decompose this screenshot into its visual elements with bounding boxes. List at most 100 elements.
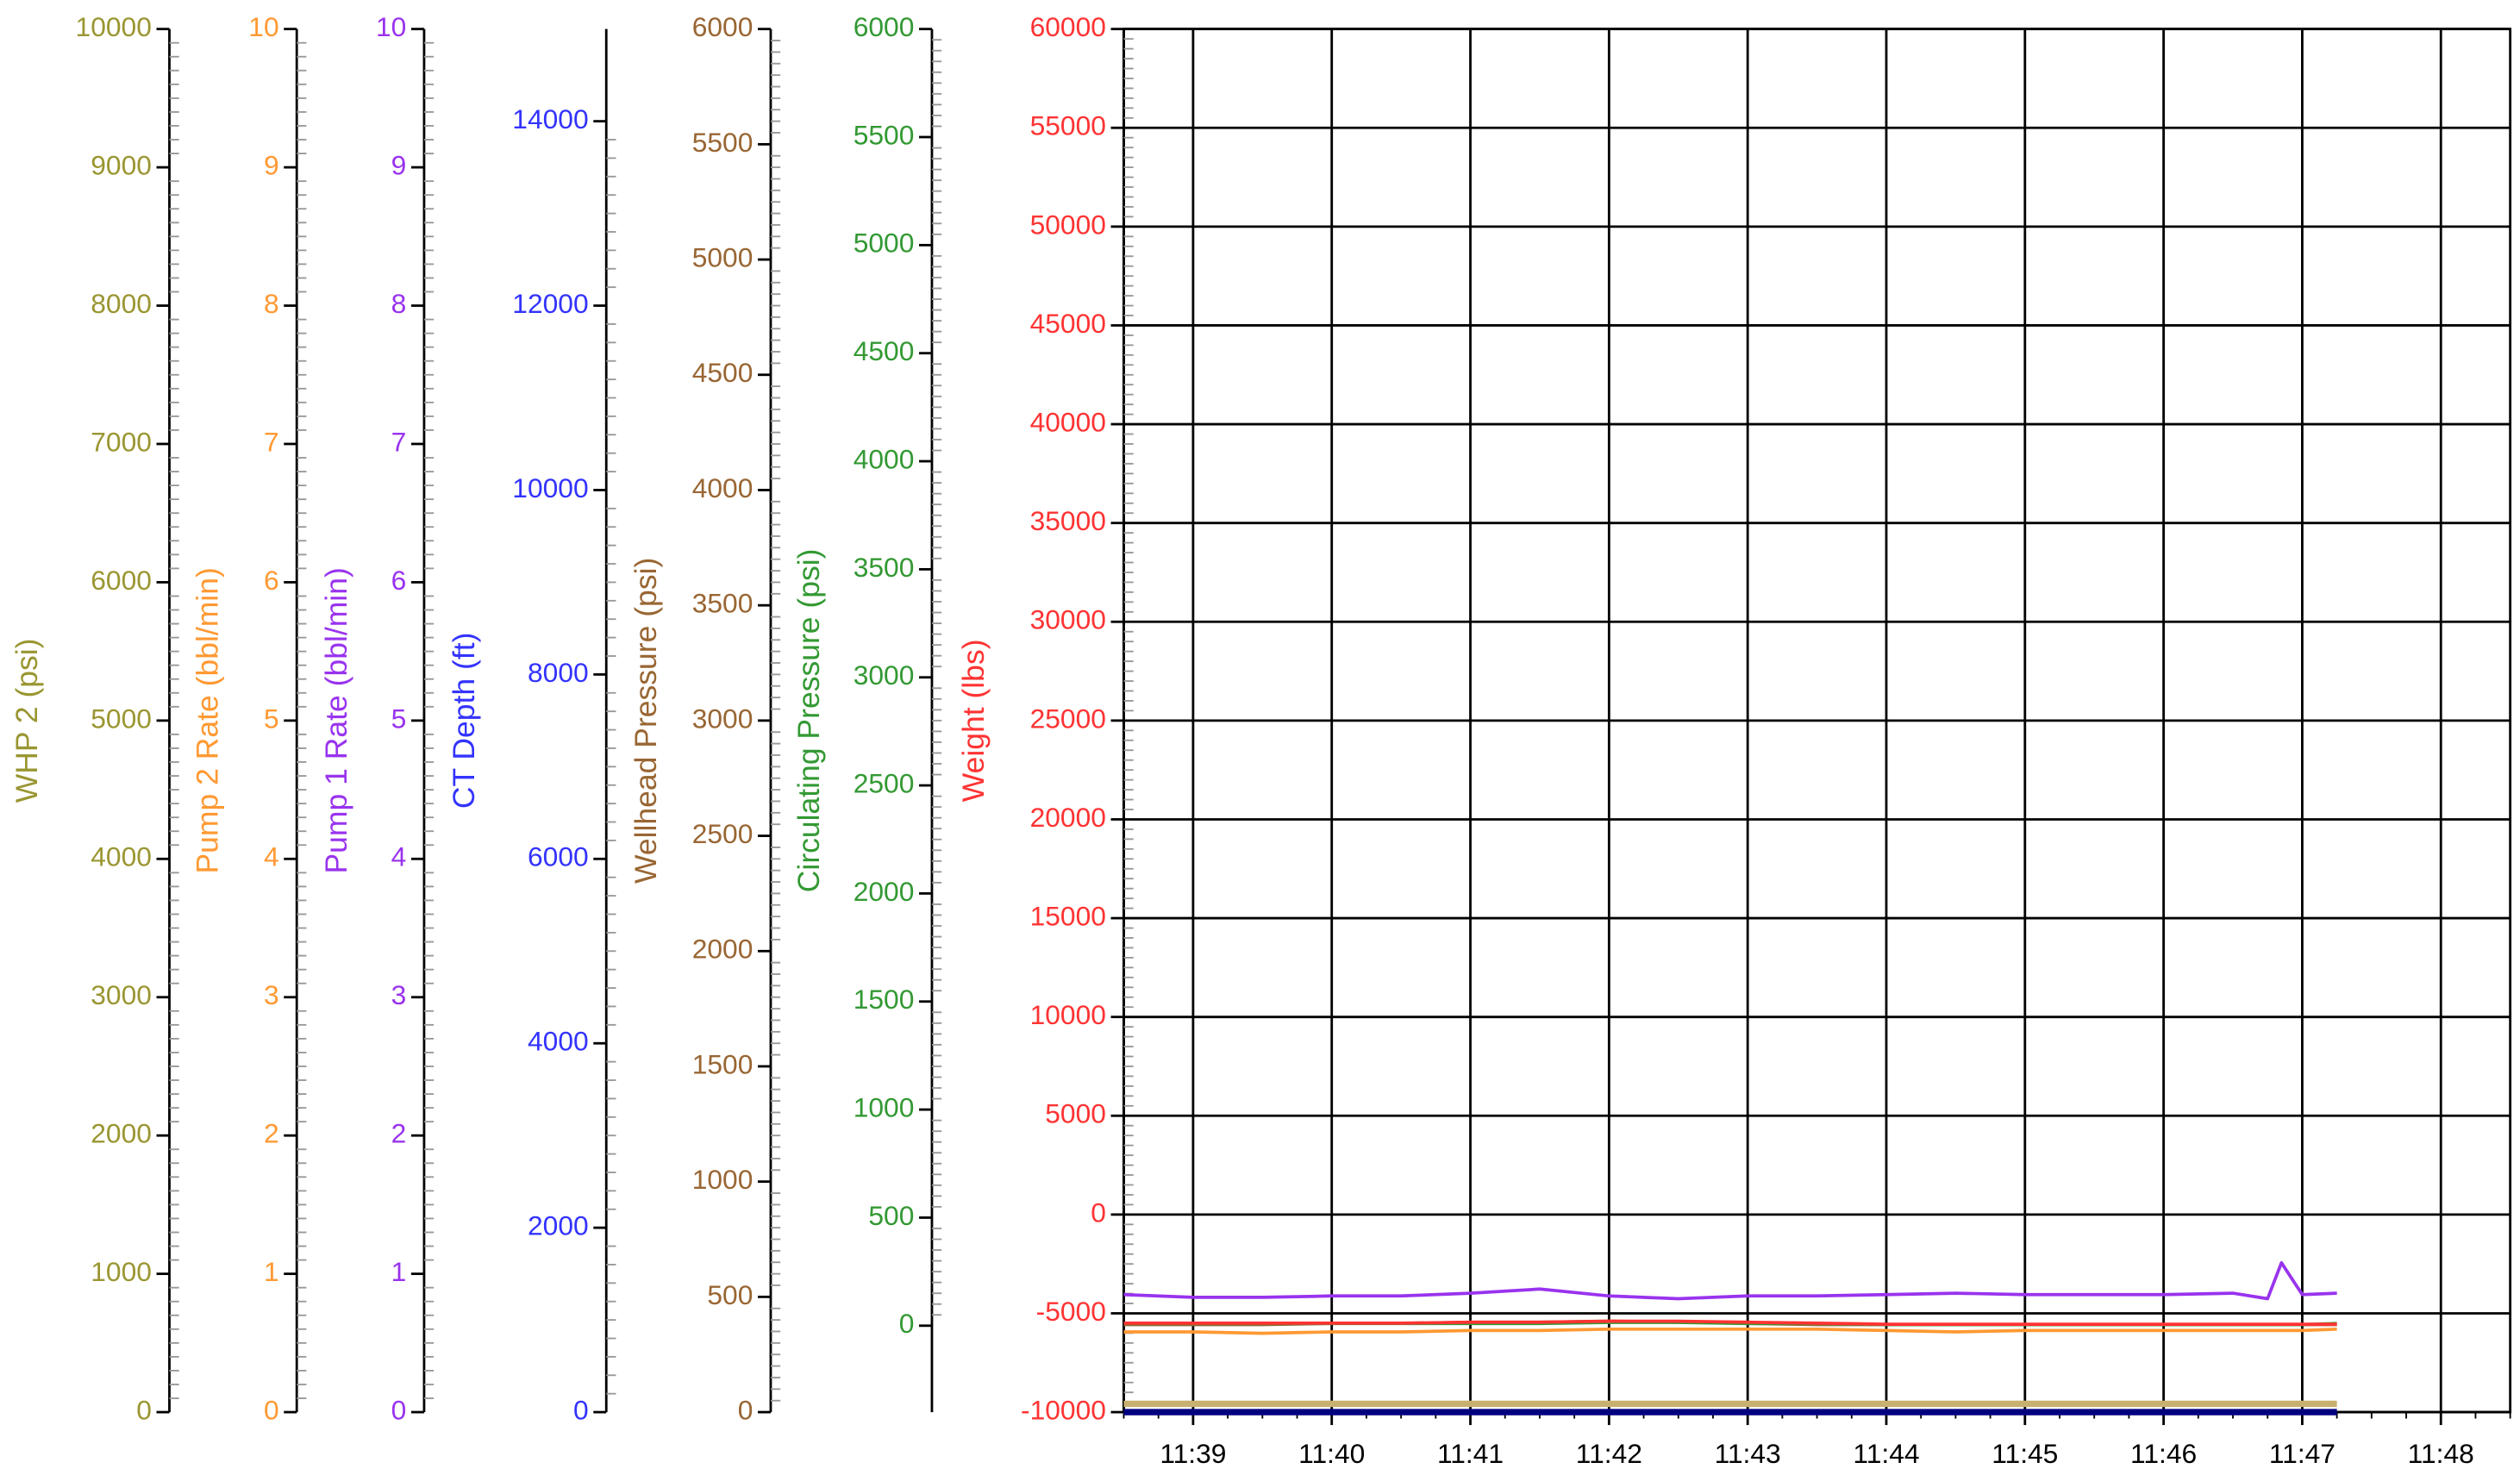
y-tick-label: 0 [1091, 1197, 1106, 1228]
y-tick-label: 10 [248, 11, 278, 42]
y-tick-label: 2500 [692, 818, 753, 849]
y-tick-label: 1500 [692, 1048, 753, 1079]
y-tick-label: 6000 [91, 565, 152, 596]
y-tick-label: 0 [899, 1308, 915, 1339]
x-tick-label: 11:46 [2130, 1438, 2197, 1469]
y-tick-label: -10000 [1021, 1394, 1106, 1425]
y-tick-label: 0 [573, 1394, 589, 1425]
y-tick-label: 8000 [528, 657, 589, 688]
y-tick-label: 5000 [692, 241, 753, 272]
y-tick-label: 4 [264, 841, 279, 872]
x-tick-label: 11:39 [1160, 1438, 1226, 1469]
y-tick-label: 5000 [91, 703, 152, 734]
x-tick-label: 11:40 [1298, 1438, 1365, 1469]
y-tick-label: 3000 [692, 703, 753, 734]
y-tick-label: 2000 [91, 1118, 152, 1149]
y-tick-label: 1 [391, 1256, 407, 1287]
y-tick-label: 3000 [91, 979, 152, 1010]
y-tick-label: 0 [136, 1394, 152, 1425]
x-tick-label: 11:45 [1992, 1438, 2058, 1469]
y-tick-label: 5000 [1045, 1098, 1106, 1129]
y-tick-label: 6 [391, 565, 407, 596]
y-tick-label: 0 [391, 1394, 407, 1425]
y-tick-label: 1000 [854, 1091, 915, 1122]
y-tick-label: 35000 [1030, 505, 1106, 536]
y-tick-label: 5500 [692, 127, 753, 158]
y-tick-label: 55000 [1030, 110, 1106, 141]
y-tick-label: 12000 [512, 288, 588, 319]
y-tick-label: 6000 [692, 11, 753, 42]
series-line [1123, 1260, 2337, 1301]
y-tick-label: 5 [264, 703, 279, 734]
y-tick-label: 30000 [1030, 604, 1106, 635]
y-tick-label: -5000 [1036, 1296, 1106, 1327]
y-tick-label: 8 [391, 288, 407, 319]
axis-title: Pump 1 Rate (bbl/min) [319, 567, 353, 873]
y-tick-label: 5500 [854, 119, 915, 150]
y-tick-label: 10000 [512, 472, 588, 503]
y-tick-label: 3500 [854, 552, 915, 583]
y-tick-label: 9000 [91, 149, 152, 180]
y-tick-label: 8 [264, 288, 279, 319]
y-tick-label: 45000 [1030, 308, 1106, 339]
y-tick-label: 5 [391, 703, 407, 734]
y-tick-label: 4000 [854, 443, 915, 474]
y-tick-label: 2000 [692, 934, 753, 965]
y-tick-label: 6000 [528, 841, 589, 872]
axis-title: Wellhead Pressure (psi) [628, 558, 663, 884]
y-tick-label: 0 [738, 1394, 753, 1425]
y-tick-label: 15000 [1030, 900, 1106, 931]
y-tick-label: 2 [391, 1118, 407, 1149]
y-tick-label: 8000 [91, 288, 152, 319]
y-tick-label: 10000 [1030, 999, 1106, 1030]
y-tick-label: 4000 [91, 841, 152, 872]
y-tick-label: 14000 [512, 103, 588, 134]
axis-title: Circulating Pressure (psi) [791, 549, 826, 893]
y-tick-label: 4000 [692, 472, 753, 503]
y-tick-label: 9 [264, 149, 279, 180]
x-tick-label: 11:41 [1437, 1438, 1504, 1469]
series-line [1123, 1319, 2337, 1326]
x-tick-label: 11:44 [1853, 1438, 1919, 1469]
axis-title: CT Depth (ft) [447, 633, 481, 809]
y-tick-label: 10 [376, 11, 406, 42]
axis-title: Weight (lbs) [956, 639, 991, 802]
y-tick-label: 7 [264, 426, 279, 457]
y-tick-label: 5000 [854, 228, 915, 259]
y-tick-label: 3000 [854, 659, 915, 691]
y-tick-label: 3500 [692, 588, 753, 619]
y-tick-label: 3 [264, 979, 279, 1010]
y-tick-label: 2000 [854, 876, 915, 907]
x-tick-label: 11:47 [2269, 1438, 2336, 1469]
y-tick-label: 4500 [692, 357, 753, 388]
y-tick-label: 3 [391, 979, 407, 1010]
y-tick-label: 20000 [1030, 802, 1106, 833]
axis-title: Pump 2 Rate (bbl/min) [191, 567, 225, 873]
y-tick-label: 9 [391, 149, 407, 180]
axis-title: WHP 2 (psi) [9, 638, 44, 803]
y-tick-label: 25000 [1030, 703, 1106, 734]
y-tick-label: 500 [707, 1279, 753, 1310]
y-tick-label: 1000 [91, 1256, 152, 1287]
y-tick-label: 50000 [1030, 209, 1106, 240]
y-tick-label: 6 [264, 565, 279, 596]
y-tick-label: 2 [264, 1118, 279, 1149]
y-tick-label: 4000 [528, 1026, 589, 1057]
y-tick-label: 60000 [1030, 11, 1106, 42]
y-tick-label: 7000 [91, 426, 152, 457]
y-tick-label: 1 [264, 1256, 279, 1287]
x-tick-label: 11:42 [1576, 1438, 1642, 1469]
y-tick-label: 500 [868, 1200, 914, 1231]
y-tick-label: 4 [391, 841, 407, 872]
y-tick-label: 7 [391, 426, 407, 457]
x-tick-label: 11:48 [2408, 1438, 2474, 1469]
series-line [1123, 1327, 2337, 1335]
y-tick-label: 1500 [854, 984, 915, 1015]
y-tick-label: 2000 [528, 1210, 589, 1241]
y-tick-label: 40000 [1030, 406, 1106, 437]
x-tick-label: 11:43 [1715, 1438, 1781, 1469]
y-tick-label: 1000 [692, 1164, 753, 1195]
y-tick-label: 6000 [854, 11, 915, 42]
